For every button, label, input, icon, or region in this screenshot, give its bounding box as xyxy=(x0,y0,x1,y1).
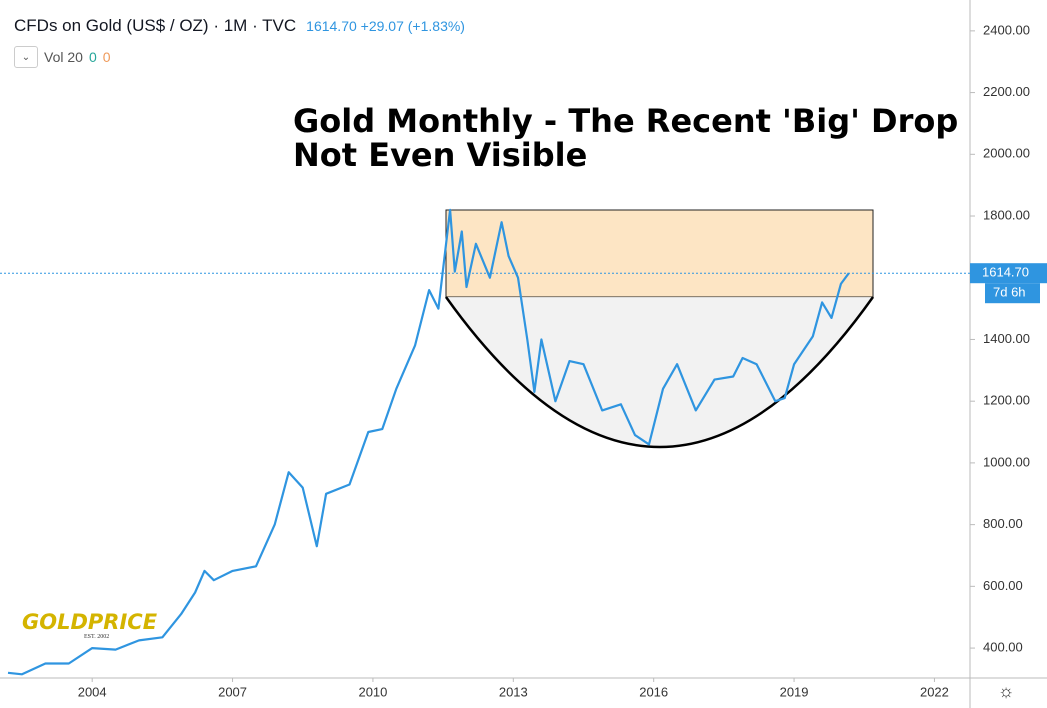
price-tag-label: 1614.70 xyxy=(982,265,1029,280)
price-tag xyxy=(970,263,1047,284)
y-tick-label: 1800.00 xyxy=(983,207,1030,222)
y-tick-label: 2200.00 xyxy=(983,84,1030,99)
logo-sub: EST. 2002 xyxy=(84,634,110,640)
quote: 1614.70 +29.07 (+1.83%) xyxy=(306,18,465,34)
y-tick-label: 2400.00 xyxy=(983,22,1030,37)
y-tick-label: 600.00 xyxy=(983,578,1023,593)
y-tick-label: 800.00 xyxy=(983,516,1023,531)
settings-icon[interactable]: ☼ xyxy=(998,681,1015,701)
change: +29.07 xyxy=(360,18,404,34)
collapse-button[interactable]: ⌄ xyxy=(14,46,38,68)
volume-value: 0 xyxy=(88,49,97,65)
logo: GOLDPRICE xyxy=(22,610,158,634)
countdown-tag xyxy=(985,283,1040,304)
x-tick-label: 2010 xyxy=(358,684,387,699)
x-tick-label: 2019 xyxy=(780,684,809,699)
bowl-arc xyxy=(444,296,875,449)
x-tick-label: 2016 xyxy=(639,684,668,699)
annotation: Gold Monthly - The Recent 'Big' Drop Not… xyxy=(293,102,959,174)
volume-row: ⌄ Vol 20 0 0 xyxy=(14,46,111,68)
symbol-title: CFDs on Gold (US$ / OZ) xyxy=(14,16,209,35)
x-tick-label: 2022 xyxy=(920,684,949,699)
price-line xyxy=(7,208,850,676)
resistance-zone xyxy=(445,209,874,298)
volume-label: Vol 20 xyxy=(44,49,83,65)
countdown-label: 7d 6h xyxy=(993,285,1026,300)
source: TVC xyxy=(262,16,297,35)
x-tick-label: 2007 xyxy=(218,684,247,699)
y-tick-label: 1000.00 xyxy=(983,454,1030,469)
y-tick-label: 400.00 xyxy=(983,640,1023,655)
y-tick-label: 2000.00 xyxy=(983,146,1030,161)
change-pct: (+1.83%) xyxy=(407,18,465,34)
x-tick-label: 2004 xyxy=(78,684,107,699)
interval: 1M xyxy=(223,16,248,35)
header: CFDs on Gold (US$ / OZ) · 1M · TVC 1614.7… xyxy=(14,16,465,35)
volume-value: 0 xyxy=(102,49,111,65)
y-tick-label: 1400.00 xyxy=(983,331,1030,346)
x-tick-label: 2013 xyxy=(499,684,528,699)
y-tick-label: 1200.00 xyxy=(983,393,1030,408)
price: 1614.70 xyxy=(306,18,357,34)
